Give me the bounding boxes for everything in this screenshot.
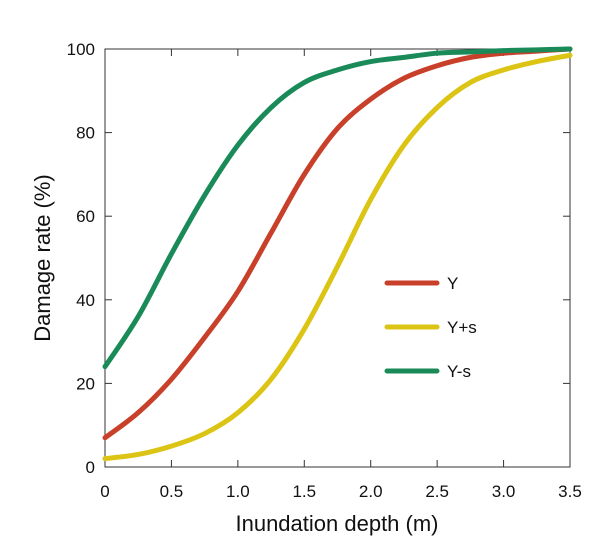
legend-label: Y-s <box>447 362 471 381</box>
legend-label: Y+s <box>447 318 477 337</box>
series-line-Y <box>102 46 573 441</box>
y-tick-label: 80 <box>76 124 95 143</box>
series-line-Y-s <box>102 46 573 370</box>
x-tick-label: 3.0 <box>492 482 516 501</box>
series-lines <box>102 46 573 462</box>
x-tick-label: 2.5 <box>425 482 449 501</box>
y-tick-label: 60 <box>76 207 95 226</box>
x-tick-label: 1.5 <box>292 482 316 501</box>
x-tick-label: 0.5 <box>160 482 184 501</box>
x-tick-label: 1.0 <box>226 482 250 501</box>
plot-frame <box>104 48 571 468</box>
y-tick-label: 100 <box>67 40 95 59</box>
x-tick-label: 3.5 <box>558 482 582 501</box>
legend-label: Y <box>447 274 458 293</box>
series-line-Y+s <box>102 52 573 462</box>
x-tick-label: 2.0 <box>359 482 383 501</box>
x-axis: 0 0.5 1.0 1.5 2.0 2.5 3.0 3.5 <box>100 49 582 501</box>
y-axis-title: Damage rate (%) <box>30 174 55 342</box>
y-tick-label: 20 <box>76 374 95 393</box>
y-tick-label: 40 <box>76 291 95 310</box>
x-axis-title: Inundation depth (m) <box>235 511 438 536</box>
legend: Y Y+s Y-s <box>384 274 477 381</box>
x-tick-label: 0 <box>100 482 109 501</box>
y-tick-label: 0 <box>86 458 95 477</box>
y-axis: 0 20 40 60 80 100 <box>67 40 570 477</box>
